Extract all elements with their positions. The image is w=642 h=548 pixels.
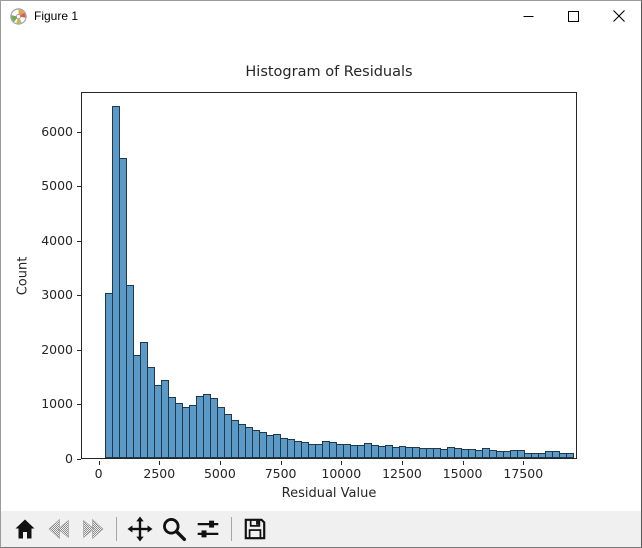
x-tick-mark — [402, 461, 403, 465]
matplotlib-icon — [10, 7, 27, 25]
y-tick-label: 0 — [65, 451, 73, 466]
y-tick-label: 1000 — [41, 396, 73, 412]
y-tick-mark — [77, 295, 81, 297]
y-tick-mark — [77, 404, 81, 406]
y-tick-mark — [77, 186, 81, 188]
back-icon — [48, 518, 69, 540]
forward-icon — [83, 518, 104, 540]
sliders-icon — [197, 520, 219, 538]
magnifier-icon — [163, 518, 187, 542]
x-tick-label: 10000 — [321, 466, 362, 481]
y-tick-mark — [77, 131, 81, 133]
window-controls — [506, 1, 641, 31]
y-tick-mark — [77, 349, 81, 351]
chart-title: Histogram of Residuals — [245, 64, 413, 80]
y-tick-label: 4000 — [41, 232, 73, 248]
x-tick-label: 17500 — [503, 466, 544, 481]
x-tick-mark — [462, 461, 464, 465]
figure-canvas[interactable]: Histogram of Residuals Count Residual Va… — [1, 31, 641, 511]
y-tick-mark — [77, 459, 81, 460]
x-tick-mark — [159, 461, 161, 465]
back-button[interactable] — [43, 514, 75, 544]
home-button[interactable] — [9, 514, 41, 544]
y-tick-label: 2000 — [41, 341, 73, 357]
x-tick-mark — [98, 461, 100, 465]
x-tick-mark — [280, 461, 282, 465]
toolbar-separator — [231, 517, 232, 541]
y-tick-label: 5000 — [41, 178, 73, 194]
x-tick-mark — [341, 461, 343, 465]
minimize-icon — [523, 15, 534, 17]
x-axis-label: Residual Value — [281, 486, 377, 501]
close-icon — [612, 10, 625, 22]
save-button[interactable] — [239, 514, 271, 544]
histogram-bar — [566, 453, 574, 458]
x-tick-label: 2500 — [143, 466, 176, 481]
x-tick-label: 5000 — [203, 466, 236, 481]
zoom-button[interactable] — [158, 514, 190, 544]
x-tick-label: 12500 — [382, 466, 422, 481]
window-title: Figure 1 — [34, 9, 79, 23]
pan-icon — [127, 516, 153, 542]
save-icon — [244, 518, 266, 540]
close-button[interactable] — [596, 1, 641, 31]
forward-button[interactable] — [77, 514, 109, 544]
pan-button[interactable] — [124, 514, 156, 544]
x-tick-label: 0 — [94, 466, 103, 481]
x-tick-label: 7500 — [264, 466, 297, 481]
y-tick-label: 3000 — [41, 287, 73, 303]
navigation-toolbar — [1, 511, 641, 547]
x-tick-mark — [523, 461, 525, 465]
maximize-icon — [568, 10, 579, 22]
minimize-button[interactable] — [506, 1, 551, 31]
configure-subplots-button[interactable] — [192, 514, 224, 544]
x-tick-mark — [219, 461, 221, 465]
maximize-button[interactable] — [551, 1, 596, 31]
y-tick-label: 6000 — [41, 123, 73, 139]
toolbar-separator — [116, 517, 117, 541]
home-icon — [15, 519, 35, 539]
plot-area[interactable] — [81, 92, 577, 459]
y-tick-mark — [77, 240, 81, 242]
x-tick-label: 15000 — [442, 466, 483, 481]
titlebar[interactable]: Figure 1 — [1, 1, 641, 31]
